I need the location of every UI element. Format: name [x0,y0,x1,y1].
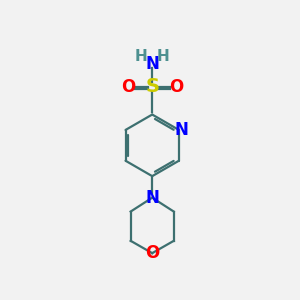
Text: S: S [145,77,159,96]
Text: O: O [145,244,159,262]
Text: O: O [169,78,183,96]
Text: H: H [157,49,169,64]
Text: N: N [145,55,159,73]
Text: N: N [174,121,188,139]
Text: O: O [121,78,136,96]
Text: N: N [145,189,159,207]
Text: H: H [135,49,148,64]
